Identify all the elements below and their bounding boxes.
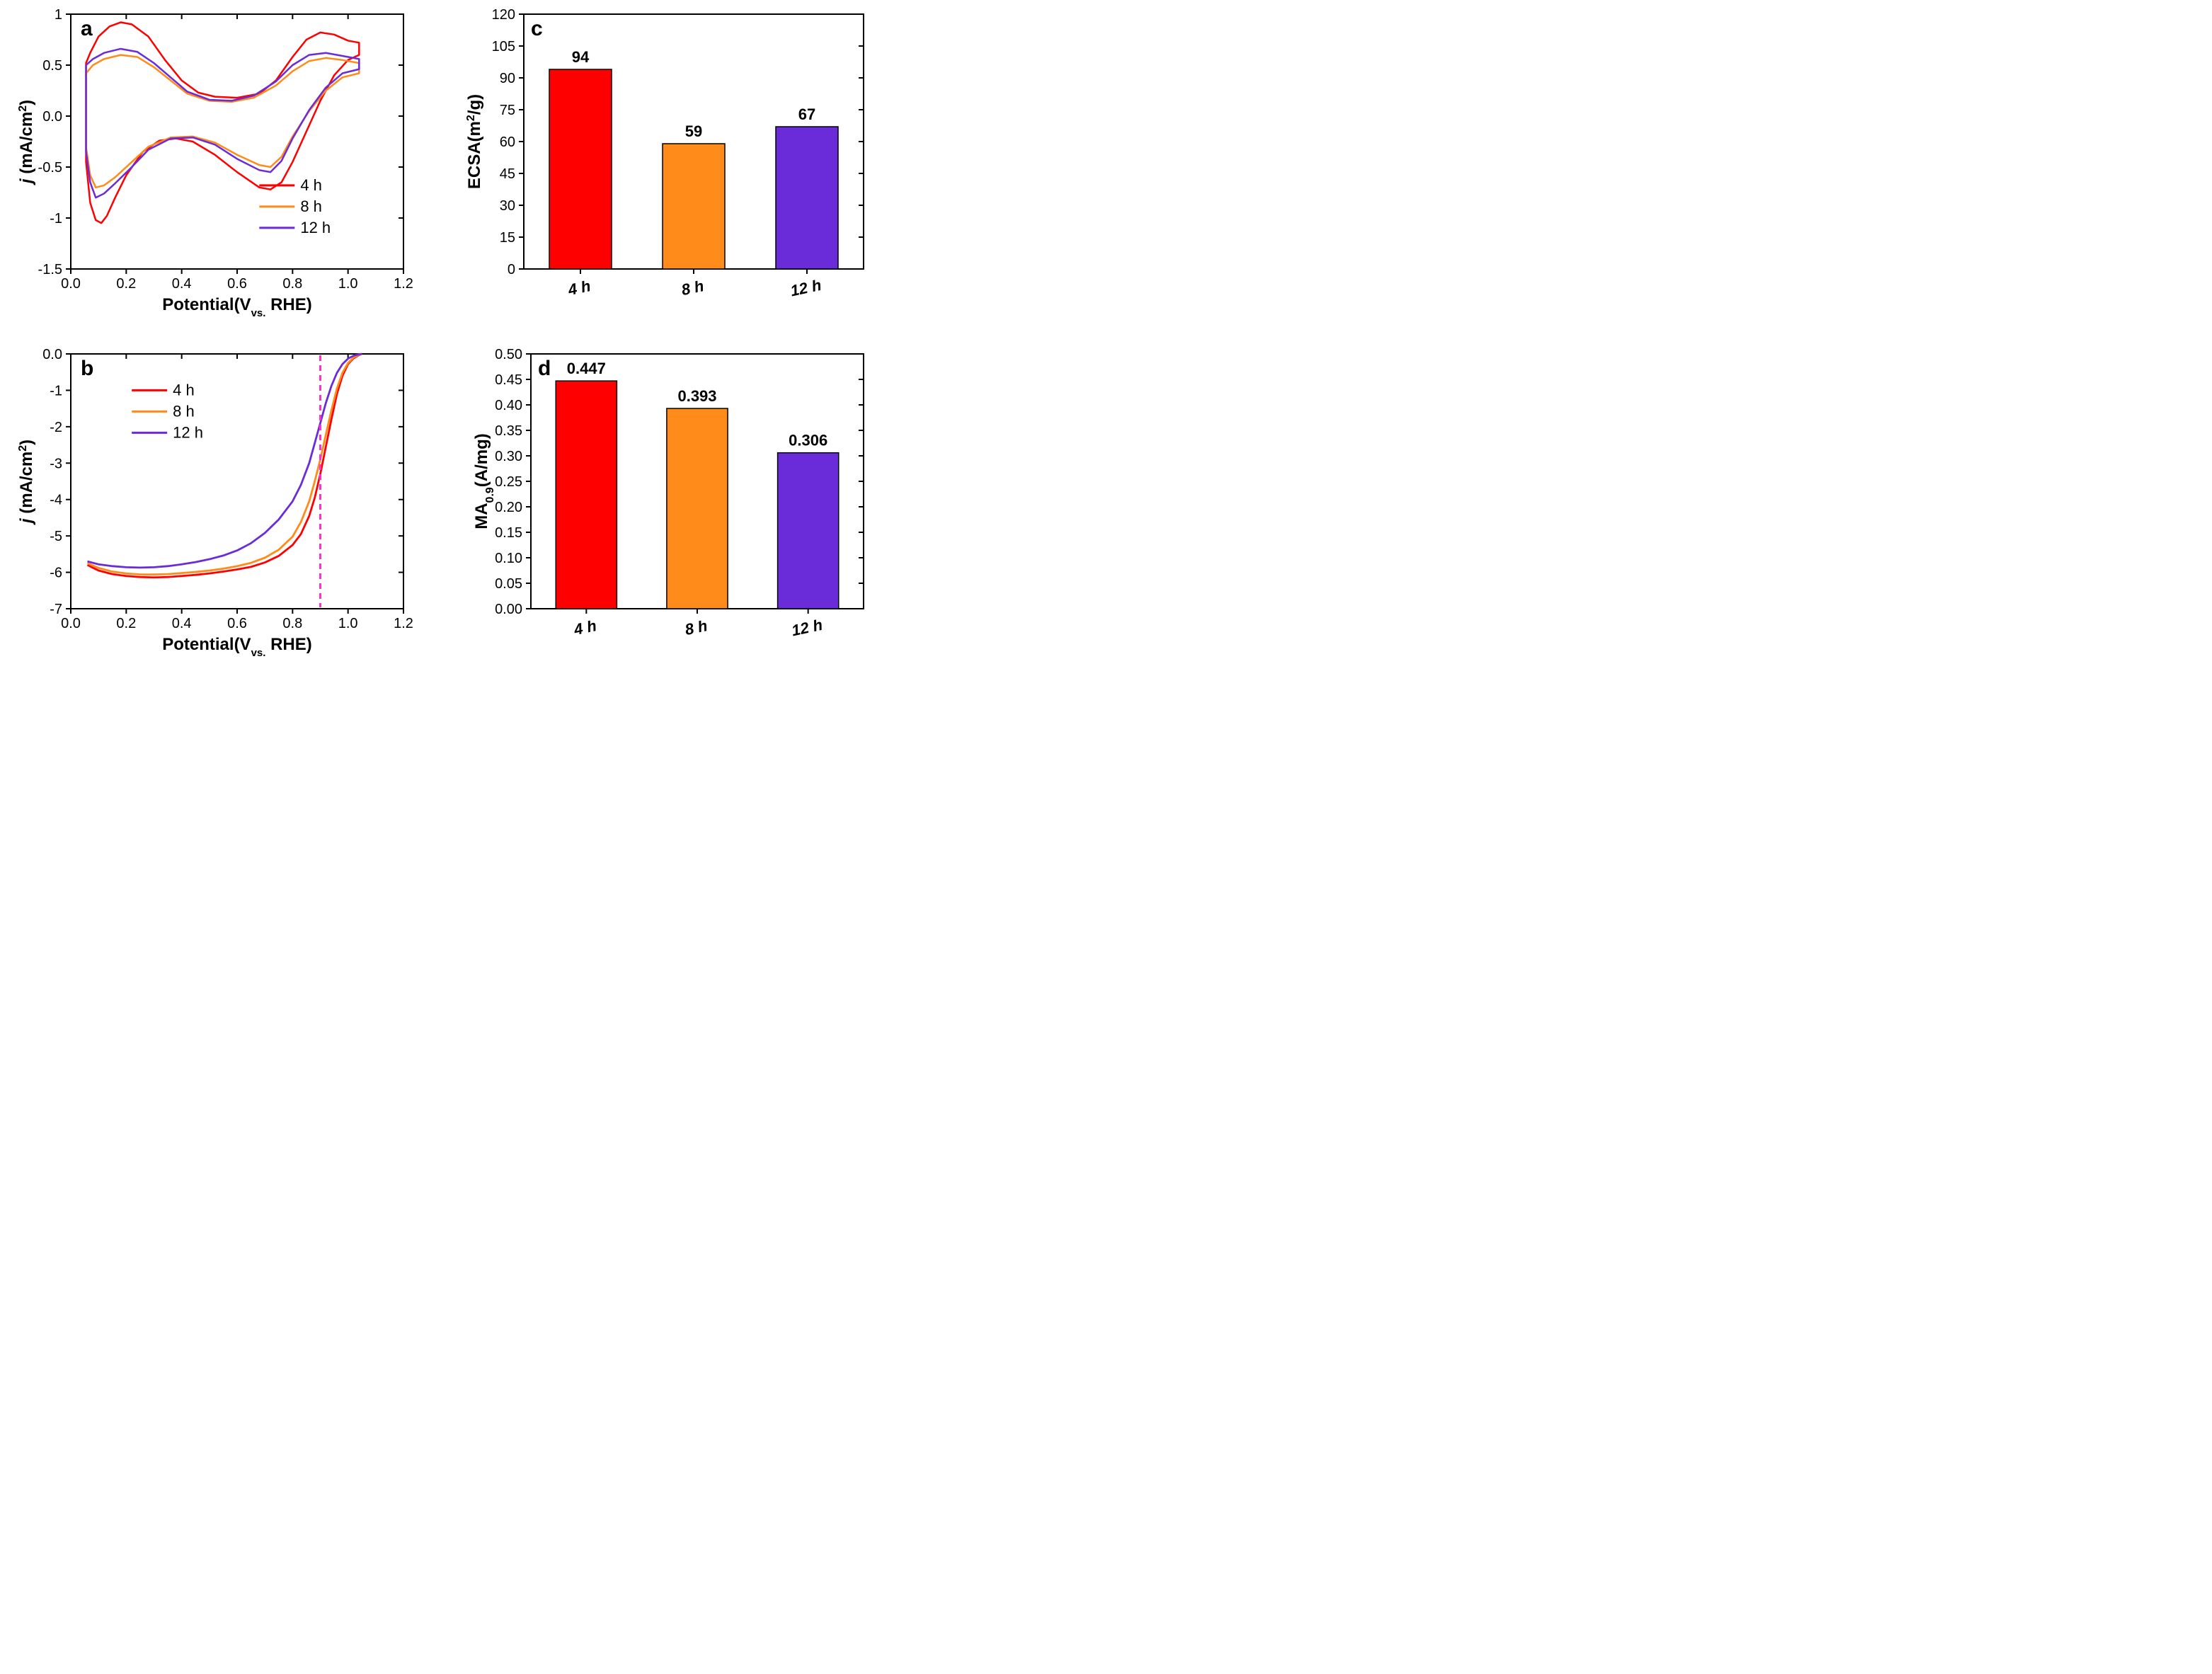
category-label: 4 h: [572, 617, 598, 638]
xtick-label: 0.2: [116, 276, 136, 292]
xtick-label: 0.0: [61, 276, 81, 292]
ytick-label: 0.50: [495, 347, 522, 362]
ytick-label: 60: [500, 134, 515, 150]
panel-c: 0 15 30 45 60 75 90 105 120 94 4 h 59 8 h 67 12 h ECSA(…: [465, 7, 864, 299]
bar: [663, 144, 725, 269]
xtick-label: 0.4: [172, 616, 192, 631]
bar-value: 0.393: [677, 387, 716, 405]
ytick-label: -3: [50, 456, 62, 471]
ytick-label: 0.35: [495, 423, 522, 439]
panel-letter: b: [81, 357, 93, 380]
ytick-label: -1.5: [38, 262, 62, 277]
bar: [776, 127, 838, 269]
panel-a: 0.0 0.2 0.4 0.6 0.8 1.0 1.2 -1.5 -1 -0.5 0.0 0.5 1 j …: [17, 7, 413, 319]
ytick-label: 0.5: [42, 58, 62, 74]
bar: [556, 381, 617, 609]
bar-value: 59: [685, 122, 702, 140]
ylabel: ECSA(m2/g): [465, 94, 485, 189]
xtick-label: 0.6: [227, 276, 247, 292]
category-label: 8 h: [680, 277, 705, 299]
xlabel: Potential(Vvs. RHE): [162, 295, 312, 319]
ytick-label: 0.25: [495, 474, 522, 490]
ytick-label: 1: [55, 7, 62, 23]
legend-label: 4 h: [300, 176, 322, 194]
legend-label: 4 h: [173, 381, 195, 399]
ytick-label: 105: [492, 39, 515, 55]
ytick-label: -6: [50, 566, 62, 581]
ylabel: j (mA/cm2): [17, 100, 37, 185]
panel-letter: d: [538, 357, 551, 380]
legend-label: 12 h: [300, 219, 331, 236]
ytick-label: 120: [492, 7, 515, 23]
ytick-label: 0.10: [495, 551, 522, 566]
bar-value: 0.447: [567, 360, 606, 377]
ytick-label: -1: [50, 211, 62, 227]
category-label: 8 h: [683, 617, 709, 638]
ytick-label: 0.30: [495, 449, 522, 464]
ytick-label: 0.45: [495, 372, 522, 388]
category-label: 12 h: [789, 276, 823, 300]
ytick-label: 30: [500, 198, 515, 214]
ytick-label: -4: [50, 493, 62, 508]
ytick-label: 45: [500, 166, 515, 182]
panel-d: 0.00 0.05 0.10 0.15 0.20 0.25 0.30 0.35 0.40 0.45…: [472, 347, 864, 639]
plot-frame: [71, 14, 403, 269]
bar-value: 67: [798, 105, 815, 123]
ytick-label: 90: [500, 71, 515, 86]
legend-label: 8 h: [300, 197, 322, 215]
ytick-label: -1: [50, 383, 62, 399]
bar: [778, 453, 839, 609]
legend-label: 12 h: [173, 423, 203, 441]
bar-value: 0.306: [789, 432, 827, 449]
ytick-label: -0.5: [38, 160, 62, 176]
ytick-label: -2: [50, 420, 62, 435]
series-8h: [86, 55, 360, 188]
figure-root: 0.0 0.2 0.4 0.6 0.8 1.0 1.2 -1.5 -1 -0.5 0.0 0.5 1 j …: [0, 0, 885, 670]
ytick-label: 0.20: [495, 500, 522, 515]
bar-value: 94: [572, 48, 590, 66]
xtick-label: 0.8: [282, 616, 302, 631]
xtick-label: 1.2: [394, 616, 413, 631]
category-label: 4 h: [566, 277, 592, 299]
xtick-label: 1.0: [338, 616, 358, 631]
xlabel: Potential(Vvs. RHE): [162, 635, 312, 659]
ytick-label: 0.40: [495, 398, 522, 413]
legend-label: 8 h: [173, 402, 195, 420]
ytick-label: 0.15: [495, 525, 522, 541]
ytick-label: -7: [50, 602, 62, 617]
panel-b: 0.0 0.2 0.4 0.6 0.8 1.0 1.2 -7 -6 -5 -4 -3 -2 -1 0.0 j …: [17, 347, 413, 659]
category-label: 12 h: [790, 616, 824, 640]
xtick-label: 0.4: [172, 276, 192, 292]
ytick-label: 0.05: [495, 576, 522, 592]
panel-letter: c: [531, 17, 543, 40]
figure-svg: 0.0 0.2 0.4 0.6 0.8 1.0 1.2 -1.5 -1 -0.5 0.0 0.5 1 j …: [0, 0, 885, 670]
ylabel: MA0.9(A/mg): [472, 433, 496, 529]
ylabel: j (mA/cm2): [17, 440, 37, 525]
xtick-label: 0.6: [227, 616, 247, 631]
plot-frame: [71, 354, 403, 609]
xtick-label: 0.2: [116, 616, 136, 631]
ytick-label: 0.0: [42, 109, 62, 125]
bar: [549, 69, 612, 269]
xtick-label: 1.0: [338, 276, 358, 292]
ytick-label: 15: [500, 230, 515, 246]
xtick-label: 1.2: [394, 276, 413, 292]
ytick-label: 0.00: [495, 602, 522, 617]
panel-letter: a: [81, 17, 93, 40]
xtick-label: 0.0: [61, 616, 81, 631]
ytick-label: 0: [508, 262, 515, 277]
ytick-label: 75: [500, 103, 515, 118]
xtick-label: 0.8: [282, 276, 302, 292]
bar: [667, 408, 728, 609]
ytick-label: -5: [50, 529, 62, 544]
ytick-label: 0.0: [42, 347, 62, 362]
